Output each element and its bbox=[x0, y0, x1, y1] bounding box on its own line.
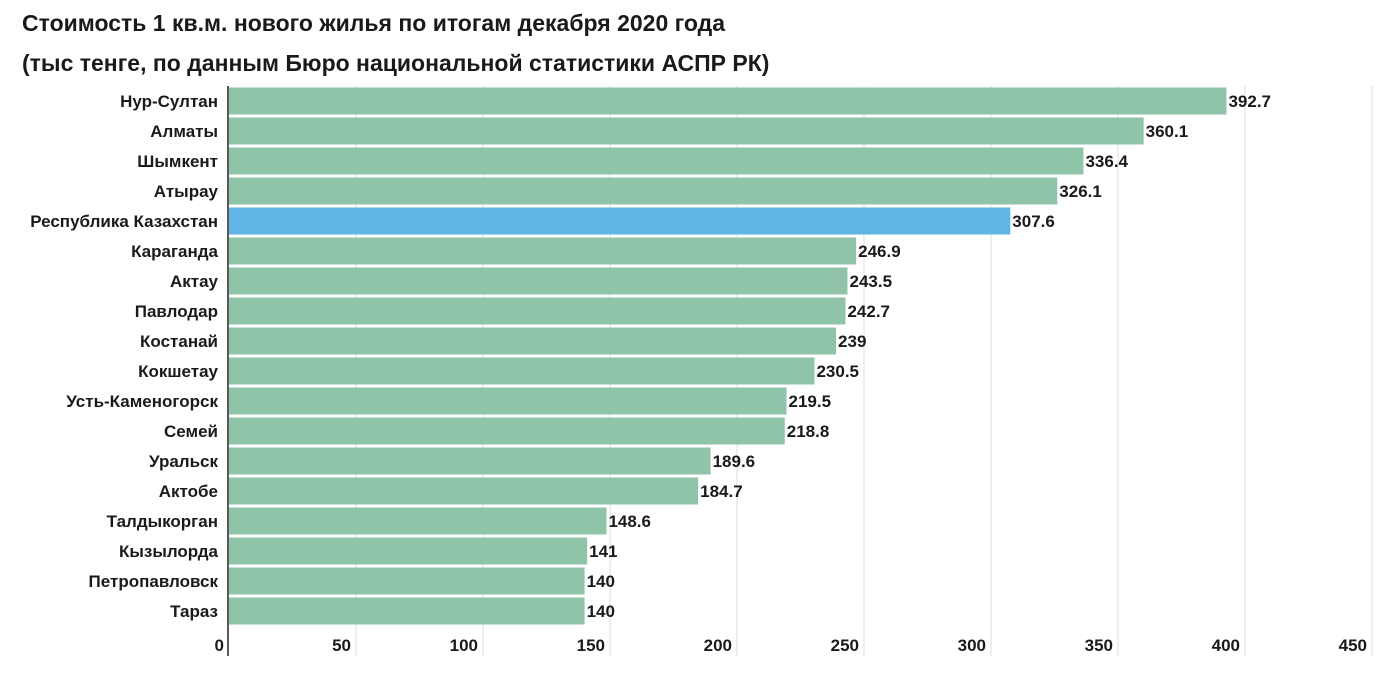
value-label-4: 307.6 bbox=[1012, 212, 1055, 231]
bar-12 bbox=[229, 447, 711, 475]
bar-1 bbox=[229, 117, 1144, 145]
category-label-4: Республика Казахстан bbox=[30, 212, 218, 231]
value-label-15: 141 bbox=[589, 542, 617, 561]
value-label-1: 360.1 bbox=[1146, 122, 1189, 141]
bar-14 bbox=[229, 507, 607, 535]
bar-10 bbox=[229, 387, 787, 415]
bar-5 bbox=[229, 237, 857, 265]
x-tick-label-150: 150 bbox=[577, 636, 605, 655]
value-label-17: 140 bbox=[587, 602, 615, 621]
value-label-7: 242.7 bbox=[847, 302, 890, 321]
value-label-13: 184.7 bbox=[700, 482, 743, 501]
category-label-12: Уральск bbox=[149, 452, 218, 471]
bar-15 bbox=[229, 537, 588, 565]
value-label-12: 189.6 bbox=[713, 452, 756, 471]
x-tick-label-300: 300 bbox=[958, 636, 986, 655]
bar-0 bbox=[229, 87, 1227, 115]
value-label-0: 392.7 bbox=[1228, 92, 1271, 111]
value-label-2: 336.4 bbox=[1085, 152, 1128, 171]
value-label-6: 243.5 bbox=[849, 272, 892, 291]
category-label-16: Петропавловск bbox=[89, 572, 219, 591]
value-label-8: 239 bbox=[838, 332, 866, 351]
category-label-17: Тараз bbox=[170, 602, 218, 621]
x-tick-label-0: 0 bbox=[215, 636, 224, 655]
bar-17 bbox=[229, 597, 585, 625]
category-label-0: Нур-Султан bbox=[120, 92, 218, 111]
x-tick-label-250: 250 bbox=[831, 636, 859, 655]
bar-8 bbox=[229, 327, 837, 355]
x-tick-label-350: 350 bbox=[1085, 636, 1113, 655]
category-label-9: Кокшетау bbox=[138, 362, 218, 381]
bar-16 bbox=[229, 567, 585, 595]
value-label-14: 148.6 bbox=[608, 512, 651, 531]
bar-2 bbox=[229, 147, 1084, 175]
value-label-3: 326.1 bbox=[1059, 182, 1102, 201]
chart-title: Стоимость 1 кв.м. нового жилья по итогам… bbox=[22, 10, 726, 36]
value-label-9: 230.5 bbox=[816, 362, 859, 381]
x-tick-label-100: 100 bbox=[450, 636, 478, 655]
category-label-8: Костанай bbox=[140, 332, 218, 351]
x-tick-label-400: 400 bbox=[1212, 636, 1240, 655]
bar-4 bbox=[229, 207, 1011, 235]
bar-9 bbox=[229, 357, 815, 385]
value-label-5: 246.9 bbox=[858, 242, 901, 261]
value-label-11: 218.8 bbox=[787, 422, 830, 441]
bar-11 bbox=[229, 417, 785, 445]
category-label-11: Семей bbox=[164, 422, 218, 441]
category-label-14: Талдыкорган bbox=[107, 512, 218, 531]
category-label-5: Караганда bbox=[131, 242, 218, 261]
category-label-15: Кызылорда bbox=[119, 542, 219, 561]
chart-subtitle: (тыс тенге, по данным Бюро национальной … bbox=[22, 50, 770, 76]
value-label-10: 219.5 bbox=[789, 392, 832, 411]
category-label-1: Алматы bbox=[150, 122, 218, 141]
x-tick-label-50: 50 bbox=[332, 636, 351, 655]
category-label-6: Актау bbox=[170, 272, 219, 291]
category-label-10: Усть-Каменогорск bbox=[66, 392, 218, 411]
bar-3 bbox=[229, 177, 1058, 205]
category-label-3: Атырау bbox=[154, 182, 219, 201]
value-label-16: 140 bbox=[587, 572, 615, 591]
x-tick-label-450: 450 bbox=[1339, 636, 1367, 655]
bar-13 bbox=[229, 477, 699, 505]
category-label-7: Павлодар bbox=[135, 302, 218, 321]
category-label-2: Шымкент bbox=[137, 152, 218, 171]
bar-7 bbox=[229, 297, 846, 325]
bar-6 bbox=[229, 267, 848, 295]
x-tick-label-200: 200 bbox=[704, 636, 732, 655]
category-label-13: Актобе bbox=[159, 482, 218, 501]
